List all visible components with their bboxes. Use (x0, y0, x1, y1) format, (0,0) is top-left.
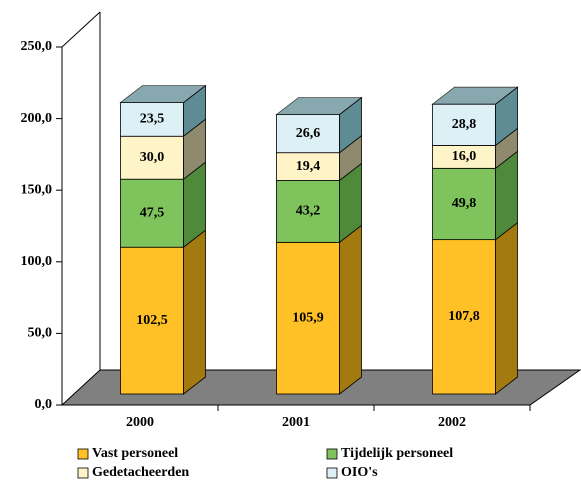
value-label: 43,2 (296, 204, 321, 219)
value-label: 19,4 (296, 159, 321, 174)
legend-swatch (326, 448, 338, 460)
bar-segment (120, 178, 184, 248)
legend-label: Vast personeel (92, 446, 178, 461)
y-tick-label: 50,0 (28, 326, 53, 341)
bar-top (431, 86, 519, 105)
y-tick-label: 0,0 (35, 397, 53, 412)
value-label: 28,8 (452, 117, 477, 132)
legend-swatch (77, 467, 89, 479)
value-label: 107,8 (448, 309, 480, 324)
legend-label: Gedetacheerden (92, 465, 189, 480)
bar-segment (276, 152, 340, 181)
legend-swatch (77, 448, 89, 460)
bar-segment (432, 239, 496, 395)
y-tick-label: 250,0 (21, 39, 53, 54)
bar-segment (120, 246, 184, 395)
bar-segment (432, 103, 496, 146)
bar-segment (276, 180, 340, 243)
value-label: 30,0 (140, 150, 165, 165)
legend-label: OIO's (341, 465, 378, 480)
legend-swatch (326, 467, 338, 479)
value-label: 16,0 (452, 149, 477, 164)
bar-segment (432, 167, 496, 241)
legend-label: Tijdelijk personeel (341, 446, 453, 461)
bar-side (183, 229, 206, 395)
bar-side (339, 224, 362, 395)
bar-top (275, 97, 363, 116)
value-label: 49,8 (452, 196, 477, 211)
value-label: 102,5 (136, 313, 168, 328)
value-label: 47,5 (140, 205, 165, 220)
value-label: 105,9 (292, 310, 324, 325)
x-tick-label: 2002 (438, 415, 466, 430)
bar-top (119, 85, 207, 103)
value-label: 26,6 (296, 126, 321, 141)
y-tick-label: 100,0 (21, 254, 53, 269)
bar-side (495, 221, 518, 395)
x-tick-label: 2000 (126, 415, 154, 430)
value-label: 23,5 (140, 112, 165, 127)
y-tick-label: 200,0 (21, 111, 53, 126)
x-tick-label: 2001 (282, 415, 310, 430)
y-tick-label: 150,0 (21, 182, 53, 197)
